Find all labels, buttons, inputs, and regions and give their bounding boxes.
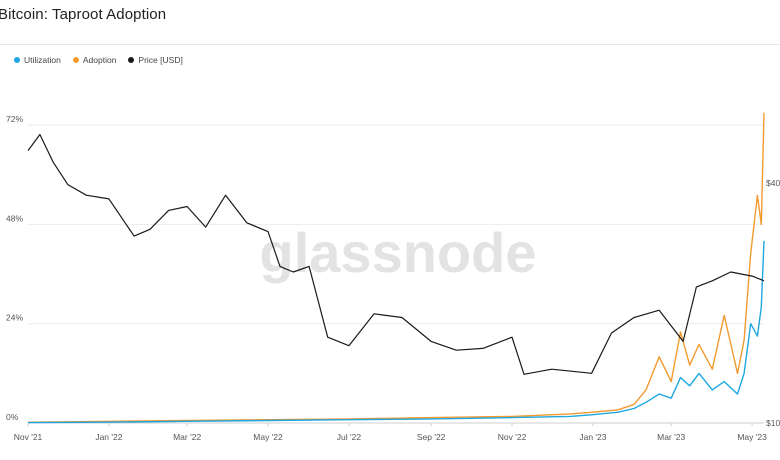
- x-tick-label: May '22: [253, 432, 283, 442]
- series-line-price: [27, 133, 765, 375]
- legend-item-utilization[interactable]: Utilization: [14, 55, 61, 65]
- legend-marker-utilization: [14, 57, 20, 63]
- x-tick-label: Sep '22: [417, 432, 446, 442]
- legend-marker-price: [128, 57, 135, 63]
- x-tick-label: Nov '21: [14, 432, 43, 442]
- x-tick-label: May '23: [737, 432, 767, 442]
- legend-label-adoption: Adoption: [82, 55, 117, 65]
- x-tick-label: Mar '23: [657, 432, 685, 442]
- y-tick-label: 72%: [6, 114, 23, 124]
- legend-item-price[interactable]: Price [USD]: [128, 55, 183, 65]
- header-divider: [0, 44, 780, 45]
- y-tick-label: 0%: [6, 412, 19, 422]
- y-tick-label: 24%: [6, 313, 23, 323]
- legend-marker-adoption: [72, 57, 79, 63]
- chart-legend: Utilization Adoption Price [USD]: [14, 55, 183, 65]
- legend-label-price: Price [USD]: [138, 55, 183, 65]
- series-line-adoption: [27, 112, 765, 423]
- series-line-utilization: [27, 240, 765, 424]
- y-right-tick-label: $40: [766, 178, 780, 188]
- x-tick-label: Jan '23: [579, 432, 606, 442]
- x-tick-label: Mar '22: [173, 432, 201, 442]
- y-tick-label: 48%: [6, 213, 23, 223]
- legend-label-utilization: Utilization: [24, 55, 61, 65]
- x-tick-label: Nov '22: [498, 432, 527, 442]
- chart-title: Bitcoin: Taproot Adoption: [0, 6, 167, 23]
- x-tick-label: Jul '22: [337, 432, 362, 442]
- y-right-tick-label: $10: [766, 418, 780, 428]
- watermark-text: glassnode: [260, 221, 537, 284]
- x-tick-label: Jan '22: [95, 432, 122, 442]
- legend-item-adoption[interactable]: Adoption: [72, 55, 117, 65]
